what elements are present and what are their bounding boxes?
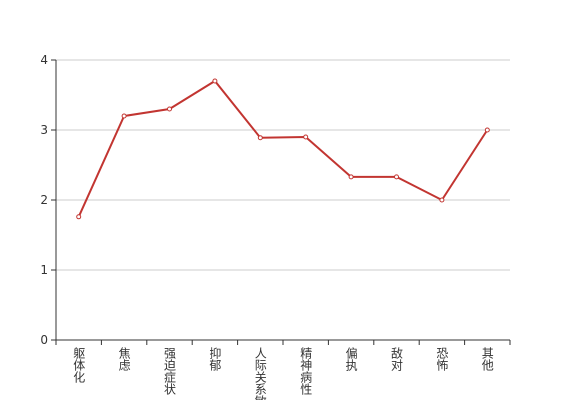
x-tick-label: 其他 (480, 347, 494, 371)
y-tick-label: 4 (40, 53, 48, 67)
y-tick-label: 1 (40, 263, 48, 277)
x-tick-label: 躯体化 (72, 346, 86, 384)
x-tick-label: 敌对 (390, 346, 404, 371)
point (348, 174, 354, 180)
y-tick-label: 3 (40, 123, 48, 137)
point (76, 214, 82, 220)
point (167, 106, 172, 112)
y-tick-label: 2 (40, 193, 48, 207)
y-tick-label: 0 (40, 333, 48, 347)
x-tick-label: 焦虑 (117, 347, 131, 371)
x-tick-label: 精神病性 (299, 347, 313, 396)
point (121, 113, 127, 119)
x-tick-label: 抑郁 (208, 346, 222, 372)
x-tick-label: 偏执 (344, 346, 358, 372)
x-tick-label: 强迫症状 (163, 347, 177, 395)
x-tick-label: 恐怖 (435, 347, 449, 371)
point (439, 197, 445, 203)
x-tick-label: 人际关系敏感 (253, 347, 267, 400)
line (77, 79, 489, 218)
point (394, 174, 399, 180)
point (212, 78, 218, 84)
point (303, 134, 309, 140)
point (484, 127, 490, 133)
point (257, 135, 263, 141)
